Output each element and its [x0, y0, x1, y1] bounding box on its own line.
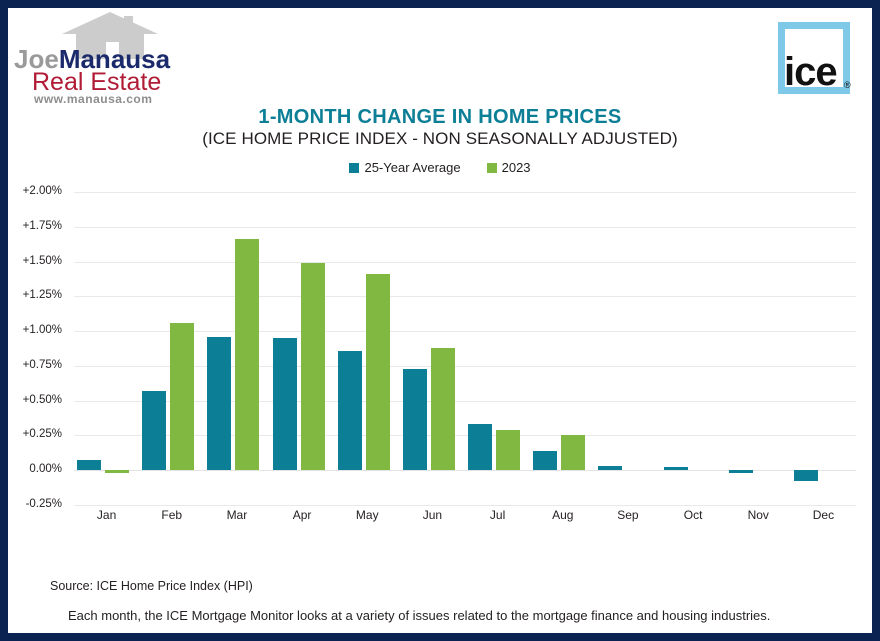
legend-label: 2023	[501, 160, 531, 175]
chart-subtitle: (ICE HOME PRICE INDEX - NON SEASONALLY A…	[202, 129, 678, 148]
ice-square-icon	[778, 22, 850, 94]
y-axis-tick-label: 0.00%	[29, 463, 62, 476]
bar-jun-blue[interactable]	[402, 368, 427, 471]
plot-area	[74, 192, 856, 506]
bar-group-dec	[791, 192, 856, 505]
y-axis-tick-label: +1.75%	[22, 219, 62, 232]
x-axis-tick-label: Oct	[683, 508, 703, 522]
bar-aug-green[interactable]	[561, 435, 586, 471]
gridline	[74, 365, 856, 367]
legend-item-2[interactable]: 2023	[486, 160, 531, 175]
x-axis-tick-label: Dec	[812, 508, 835, 522]
bar-mar-blue[interactable]	[207, 336, 232, 471]
gridline	[74, 331, 856, 333]
legend-item-1[interactable]: 25-Year Average	[349, 160, 461, 175]
bar-group-jul	[465, 192, 530, 505]
x-axis-tick-label: Jan	[96, 508, 117, 522]
gridline	[74, 192, 856, 193]
bar-dec-blue[interactable]	[793, 470, 818, 482]
bar-group-mar	[204, 192, 269, 505]
bar-group-sep	[595, 192, 660, 505]
gridline	[74, 400, 856, 402]
bar-sep-blue[interactable]	[598, 466, 623, 471]
y-axis-tick-label: +1.25%	[22, 289, 62, 302]
bar-group-feb	[139, 192, 204, 505]
bar-apr-green[interactable]	[300, 262, 325, 471]
bar-nov-blue[interactable]	[728, 470, 753, 473]
bar-jun-green[interactable]	[430, 347, 455, 471]
bar-feb-blue[interactable]	[142, 390, 167, 471]
bar-group-apr	[270, 192, 335, 505]
gridline	[74, 505, 856, 506]
y-axis-tick-label: +1.50%	[22, 254, 62, 267]
ice-logo: ice ®	[768, 14, 860, 102]
legend-swatch-icon	[349, 162, 360, 173]
ice-wordmark: ice	[784, 50, 838, 94]
legend-swatch-icon	[486, 162, 497, 173]
joe-manausa-logo: JoeManausa Real Estate www.manausa.com	[10, 10, 175, 106]
x-axis-tick-label: Jul	[489, 508, 506, 522]
x-axis-tick-label: Apr	[292, 508, 312, 522]
bar-jan-blue[interactable]	[77, 460, 101, 471]
y-axis-tick-label: +2.00%	[22, 185, 62, 197]
logo-name-first: Joe	[14, 44, 59, 74]
bar-apr-blue[interactable]	[272, 338, 297, 471]
bar-jul-green[interactable]	[496, 429, 520, 471]
chart-legend: 25-Year Average 2023	[8, 160, 872, 175]
logo-website: www.manausa.com	[34, 92, 153, 106]
logo-name: JoeManausa	[14, 46, 174, 72]
y-axis-tick-label: +0.75%	[22, 358, 62, 371]
bar-aug-blue[interactable]	[533, 450, 558, 471]
logo-name-last: Manausa	[58, 44, 171, 74]
y-axis-labels: +2.00% +1.75% +1.50% +1.25% +1.00% +0.75% +0.5…	[8, 185, 68, 510]
gridline	[74, 470, 856, 472]
gridline	[74, 296, 856, 298]
y-axis-tick-label: +0.50%	[22, 393, 62, 406]
x-axis-tick-label: Aug	[552, 508, 574, 522]
ice-trademark: ®	[844, 80, 851, 90]
logo-tagline: Real Estate	[32, 68, 162, 96]
y-axis-tick-label: +0.25%	[22, 428, 62, 441]
x-axis-labels: Jan Feb Mar Apr May Jun Jul Aug Sep Oct Nov Dec	[74, 508, 856, 532]
bar-group-nov	[726, 192, 791, 505]
bar-group-jan	[74, 192, 139, 505]
bar-feb-green[interactable]	[170, 322, 195, 471]
bar-may-blue[interactable]	[337, 350, 362, 471]
y-axis-tick-label: -0.25%	[25, 498, 62, 510]
x-axis-tick-label: Jun	[422, 508, 443, 522]
source-note: Source: ICE Home Price Index (HPI)	[50, 579, 253, 593]
bar-jul-blue[interactable]	[468, 424, 492, 471]
x-axis-tick-label: Sep	[617, 508, 639, 522]
bar-group-may	[335, 192, 400, 505]
bar-mar-green[interactable]	[235, 239, 260, 471]
bar-group-jun	[400, 192, 465, 505]
bar-jan-green[interactable]	[105, 470, 129, 473]
y-axis-tick-label: +1.00%	[22, 324, 62, 337]
chart-card: JoeManausa Real Estate www.manausa.com i…	[8, 8, 872, 633]
x-axis-tick-label: Feb	[161, 508, 183, 522]
x-axis-tick-label: Mar	[226, 508, 248, 522]
bar-group-aug	[530, 192, 595, 505]
bar-group-oct	[661, 192, 726, 505]
gridline	[74, 226, 856, 228]
house-icon	[62, 12, 158, 59]
bar-oct-blue[interactable]	[663, 467, 688, 471]
x-axis-tick-label: Nov	[747, 508, 769, 522]
x-axis-tick-label: May	[355, 508, 379, 522]
gridline	[74, 435, 856, 437]
chart-title: 1-MONTH CHANGE IN HOME PRICES	[258, 106, 622, 128]
bar-may-green[interactable]	[365, 274, 390, 471]
gridline	[74, 261, 856, 263]
description-note: Each month, the ICE Mortgage Monitor loo…	[68, 608, 771, 623]
legend-label: 25-Year Average	[364, 160, 461, 175]
